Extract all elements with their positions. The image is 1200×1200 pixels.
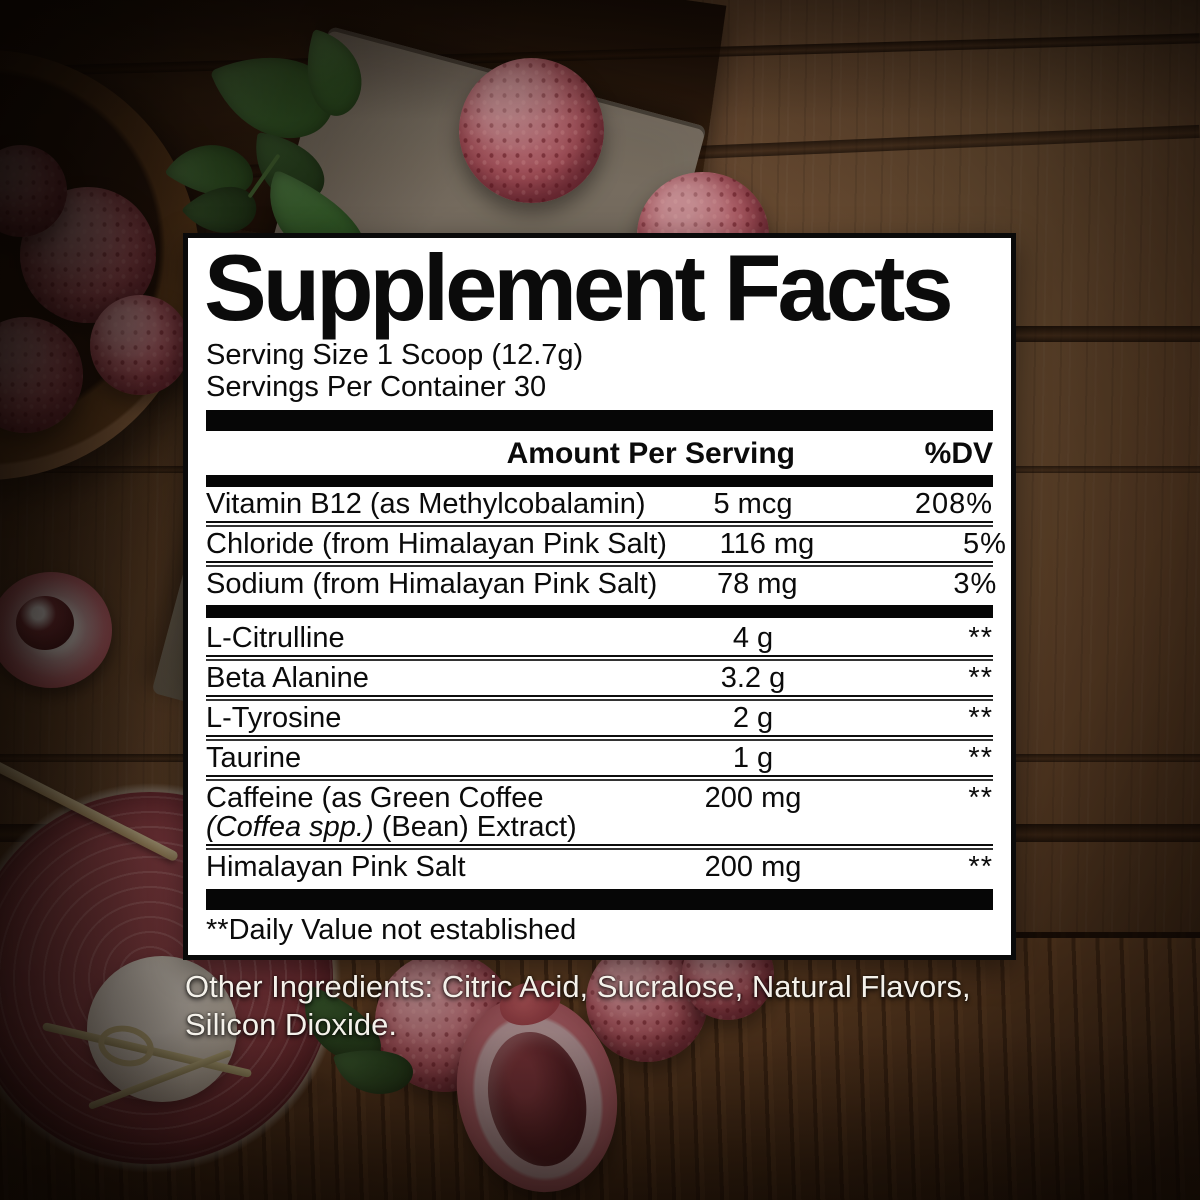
nutrient-name: Beta Alanine [206, 662, 369, 695]
palm-loop [94, 1020, 158, 1072]
nutrient-name: Sodium (from Himalayan Pink Salt) [206, 568, 658, 601]
nutrient-name-line: (Coffea spp.) (Bean) Extract) [206, 813, 653, 842]
nutrient-row: Chloride (from Himalayan Pink Salt) 116 … [206, 527, 1006, 561]
nutrient-row: Sodium (from Himalayan Pink Salt) 78 mg … [206, 567, 996, 601]
divider-bar-mid [206, 605, 993, 619]
lychee-fruit [459, 58, 604, 203]
nutrient-dv: ** [968, 662, 993, 695]
divider-bar-header [206, 475, 993, 488]
column-header-row: Amount Per Serving %DV [206, 431, 993, 474]
nutrient-row: L-Citrulline 4 g ** [206, 621, 993, 655]
nutrient-row: Caffeine (as Green Coffee (Coffea spp.) … [206, 781, 993, 844]
divider-bar-top [206, 410, 993, 432]
nutrient-name: Himalayan Pink Salt [206, 851, 466, 884]
column-header-dv: %DV [924, 437, 993, 471]
serving-size: Serving Size 1 Scoop (12.7g) [206, 339, 584, 372]
dv-footnote: **Daily Value not established [206, 914, 577, 947]
nutrient-name: Chloride (from Himalayan Pink Salt) [206, 528, 667, 561]
lychee-fruit [90, 295, 190, 395]
nutrient-dv: 3% [953, 568, 998, 601]
nutrient-amount: 2 g [732, 702, 774, 735]
nutrient-row: Himalayan Pink Salt 200 mg ** [206, 850, 993, 884]
column-header-amount: Amount Per Serving [506, 437, 795, 471]
nutrient-amount: 5 mcg [713, 488, 793, 521]
nutrient-name: Taurine [206, 742, 302, 775]
supplement-facts-panel: Supplement Facts Serving Size 1 Scoop (1… [183, 233, 1016, 961]
nutrient-dv: ** [968, 782, 993, 815]
nutrient-dv: ** [968, 851, 993, 884]
nutrient-amount: 4 g [732, 622, 774, 655]
nutrient-amount: 116 mg [719, 528, 815, 561]
nutrient-amount: 3.2 g [720, 662, 786, 695]
nutrient-name: L-Tyrosine [206, 702, 342, 735]
nutrient-name-rest: (Bean) Extract) [373, 811, 577, 844]
nutrient-dv: 208% [914, 488, 993, 521]
nutrient-amount: 1 g [732, 742, 774, 775]
other-ingredients: Other Ingredients: Citric Acid, Sucralos… [185, 969, 971, 1042]
nutrient-dv: 5% [963, 528, 1007, 561]
supplement-label: Supplement Facts Serving Size 1 Scoop (1… [183, 233, 1016, 1043]
nutrient-amount: 200 mg [704, 851, 802, 884]
nutrient-row: L-Tyrosine 2 g ** [206, 701, 993, 735]
nutrient-row: Beta Alanine 3.2 g ** [206, 661, 993, 695]
nutrient-dv: ** [968, 702, 993, 735]
nutrient-row: Vitamin B12 (as Methylcobalamin) 5 mcg 2… [206, 487, 993, 521]
nutrient-name: L-Citrulline [206, 622, 345, 655]
nutrient-row: Taurine 1 g ** [206, 741, 993, 775]
nutrient-amount: 78 mg [716, 568, 798, 601]
divider-bar-bottom [206, 889, 993, 911]
nutrient-name: Caffeine (as Green Coffee (Coffea spp.) … [206, 784, 653, 842]
halved-lychee-shell [0, 572, 112, 688]
servings-per-container: Servings Per Container 30 [206, 371, 547, 404]
facts-title: Supplement Facts [204, 235, 954, 340]
nutrient-dv: ** [968, 742, 993, 775]
nutrient-amount: 200 mg [704, 782, 802, 815]
nutrient-name-italic: (Coffea spp.) [206, 811, 374, 844]
nutrient-name: Vitamin B12 (as Methylcobalamin) [206, 488, 646, 521]
nutrient-name-line: Caffeine (as Green Coffee [206, 782, 544, 815]
lychee-seed [475, 1022, 600, 1177]
nutrient-dv: ** [968, 622, 993, 655]
